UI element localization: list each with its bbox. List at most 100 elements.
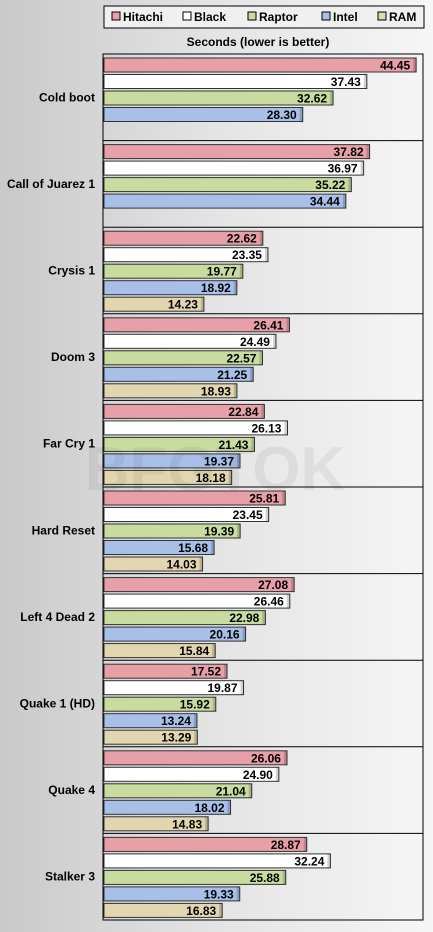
data-label: 27.08 (258, 578, 288, 592)
data-label: 22.84 (228, 405, 258, 419)
bar (103, 713, 198, 729)
bar (103, 296, 205, 312)
data-label: 18.93 (201, 384, 231, 398)
bar-edge (261, 404, 265, 419)
data-label: 15.68 (178, 541, 208, 555)
bar-edge (211, 540, 215, 555)
bar-edge (275, 767, 279, 782)
bar (103, 403, 265, 419)
bar-edge (250, 367, 254, 382)
bar (103, 453, 241, 469)
bar (103, 420, 288, 436)
bar (103, 469, 233, 485)
data-label: 22.57 (226, 351, 256, 365)
bar (103, 610, 266, 626)
bar (103, 263, 244, 279)
bar (103, 869, 287, 885)
data-label: 24.49 (240, 335, 270, 349)
bar-edge (248, 783, 252, 798)
bar-edge (282, 870, 286, 885)
data-label: 19.77 (207, 265, 237, 279)
bar (103, 383, 238, 399)
bar-edge (286, 594, 290, 609)
bar (103, 766, 280, 782)
data-label: 25.88 (250, 871, 280, 885)
category-label: Hard Reset (32, 523, 95, 537)
bar-edge (239, 264, 243, 279)
category-label: Call of Juarez 1 (7, 177, 95, 191)
data-label: 17.52 (191, 665, 221, 679)
bar (103, 663, 228, 679)
legend-swatch (182, 11, 192, 21)
bar-edge (291, 577, 295, 592)
bar-edge (262, 610, 266, 625)
legend-swatch (111, 11, 121, 21)
bar (103, 816, 209, 832)
bar (103, 160, 365, 176)
bar (103, 177, 352, 193)
data-label: 16.83 (186, 904, 216, 918)
watermark: BFGTOK (85, 435, 346, 504)
category-label: Left 4 Dead 2 (20, 610, 95, 624)
data-label: 13.29 (161, 731, 191, 745)
data-label: 34.44 (310, 195, 340, 209)
bar-edge (265, 507, 269, 522)
data-label: 14.23 (168, 298, 198, 312)
category-label: Doom 3 (51, 350, 95, 364)
bar (103, 593, 291, 609)
bar-edge (264, 247, 268, 262)
bar-edge (228, 470, 232, 485)
data-label: 18.92 (201, 281, 231, 295)
bar (103, 230, 264, 246)
data-label: 32.62 (297, 92, 327, 106)
data-label: 19.87 (208, 681, 238, 695)
bar-edge (259, 231, 263, 246)
bar (103, 577, 295, 593)
legend-label: Raptor (259, 10, 298, 24)
bar (103, 626, 247, 642)
data-label: 37.43 (331, 75, 361, 89)
data-label: 28.87 (271, 838, 301, 852)
chart-title: Seconds (lower is better) (187, 35, 330, 49)
data-label: 15.84 (179, 644, 209, 658)
legend-label: Black (194, 10, 226, 24)
bar (103, 74, 368, 89)
data-label: 22.98 (229, 611, 259, 625)
bar (103, 729, 198, 745)
bar (103, 836, 308, 852)
bar-edge (212, 697, 216, 712)
data-label: 21.25 (217, 368, 247, 382)
bar (103, 680, 245, 696)
bar-edge (227, 800, 231, 815)
bar-edge (233, 280, 237, 295)
data-label: 20.16 (210, 628, 240, 642)
bar (103, 366, 254, 382)
data-label: 37.82 (334, 145, 364, 159)
bar (103, 350, 263, 366)
bar-edge (236, 886, 240, 901)
data-label: 25.81 (249, 492, 279, 506)
legend-swatch (321, 11, 331, 21)
data-label: 14.83 (172, 817, 202, 831)
data-label: 35.22 (315, 178, 345, 192)
bar-edge (212, 643, 216, 658)
bar (103, 247, 269, 263)
data-label: 26.06 (251, 751, 281, 765)
bar (103, 90, 334, 106)
bar (103, 783, 253, 799)
bar-edge (199, 557, 203, 571)
bar-edge (233, 383, 237, 398)
category-label: Stalker 3 (45, 870, 95, 884)
data-label: 26.41 (253, 318, 283, 332)
bar (103, 853, 331, 869)
data-label: 19.33 (204, 887, 234, 901)
bar-edge (251, 437, 255, 452)
bar-edge (200, 297, 204, 312)
data-label: 18.02 (195, 801, 225, 815)
data-label: 13.24 (161, 714, 191, 728)
bar (103, 490, 286, 506)
category-label: Quake 4 (48, 783, 95, 797)
data-label: 21.04 (216, 784, 246, 798)
bar-edge (194, 730, 198, 745)
